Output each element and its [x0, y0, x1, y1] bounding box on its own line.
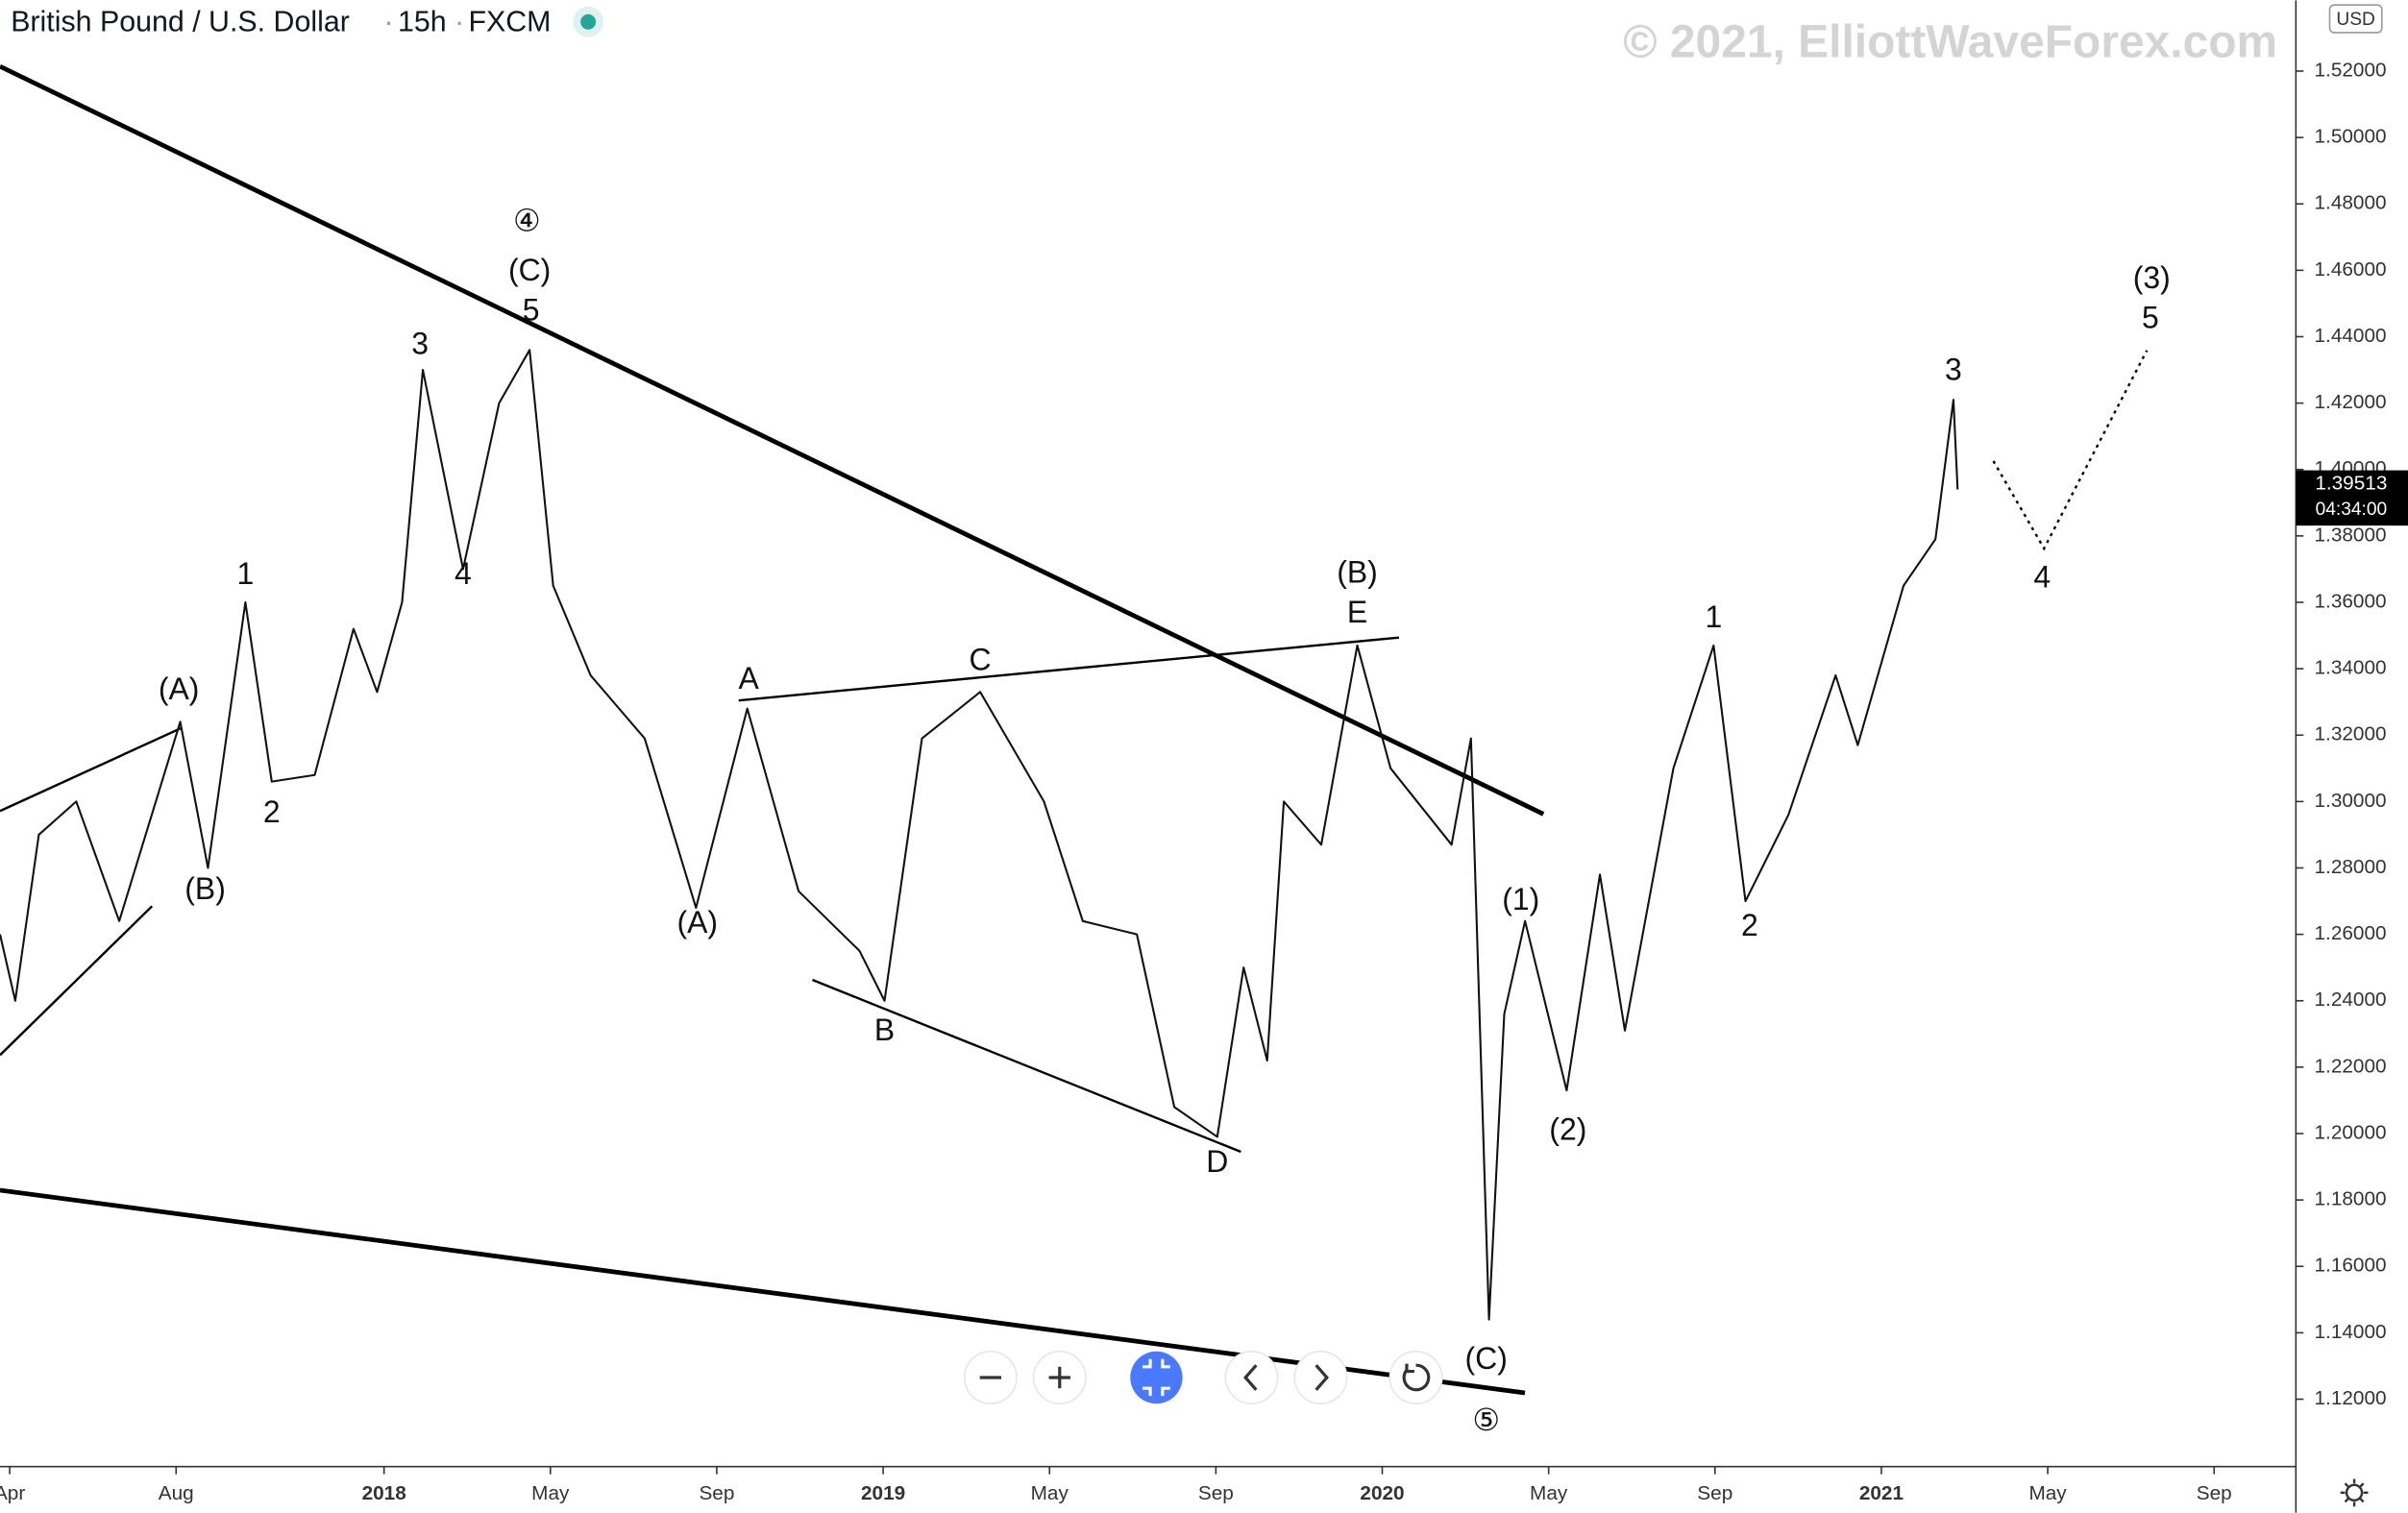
y-tick-label: 1.52000 [2315, 59, 2387, 81]
y-tick-label: 1.34000 [2315, 657, 2387, 679]
wave-label: (C) [1465, 1341, 1508, 1376]
x-tick-label: 2020 [1360, 1482, 1404, 1504]
y-tick-label: 1.14000 [2315, 1321, 2387, 1343]
wave-label: B [874, 1013, 895, 1047]
wave-label: (2) [1549, 1112, 1586, 1147]
zoom-out-button[interactable] [963, 1351, 1018, 1404]
interval: 15h [398, 6, 447, 37]
reset-button[interactable] [1388, 1351, 1443, 1404]
wave-label: (A) [676, 905, 718, 940]
scroll-left-button[interactable] [1224, 1351, 1279, 1404]
projection [1992, 350, 2149, 551]
wave-label: 3 [411, 327, 429, 361]
wave-label: (B) [184, 871, 226, 906]
toolbar [963, 1351, 1443, 1404]
wave-label: 2 [1741, 908, 1758, 942]
separator: · [384, 6, 394, 37]
currency-box[interactable] [2328, 4, 2383, 34]
wave-label: 2 [263, 794, 281, 829]
axes: 1.12000 1.14000 1.16000 1.18000 1.20000 1.220… [0, 59, 2387, 1503]
last-price: 1.39513 [2315, 472, 2387, 494]
x-tick-label: Sep [699, 1482, 734, 1504]
trend-line [0, 726, 183, 813]
trend-line [738, 636, 1400, 702]
separator: · [455, 6, 464, 37]
countdown: 04:34:00 [2316, 500, 2388, 520]
x-tick-label: Sep [1697, 1482, 1732, 1504]
zoom-in-button[interactable] [1032, 1351, 1087, 1404]
wave-label: 4 [455, 556, 472, 591]
wave-label: 1 [1705, 599, 1722, 634]
y-tick-label: 1.22000 [2315, 1055, 2387, 1077]
y-tick-label: 1.28000 [2315, 856, 2387, 878]
wave-label: (C) [508, 253, 551, 287]
scroll-right-button[interactable] [1293, 1351, 1348, 1404]
y-tick-label: 1.12000 [2315, 1387, 2387, 1409]
wave-label: (A) [159, 671, 200, 706]
wave-label: ④ [513, 204, 541, 238]
trend-line [0, 905, 154, 1057]
y-tick-label: 1.38000 [2315, 524, 2387, 546]
wave-label: A [738, 661, 759, 695]
plot: ④ (C) 5 3 4 1 2 (A) (B) (A) A B C D (B) E (C) ⑤ (1) (2) 1 2 3 4… [0, 204, 2171, 1437]
x-tick-label: 2021 [1859, 1482, 1904, 1504]
y-tick-label: 1.24000 [2315, 988, 2387, 1011]
x-tick-label: May [1031, 1482, 1069, 1504]
x-tick-label: Aug [159, 1482, 194, 1504]
trend-line [0, 63, 1545, 817]
currency: USD [2336, 10, 2374, 30]
header-bg [0, 0, 615, 47]
y-tick-label: 1.46000 [2315, 258, 2387, 281]
wave-label: 1 [236, 556, 254, 591]
x-tick-label: Apr [0, 1482, 25, 1504]
wave-label: C [970, 643, 992, 677]
watermark: © 2021, ElliottWaveForex.com [1623, 16, 2277, 67]
wave-label: 3 [1945, 353, 1962, 387]
wave-label: ⑤ [1472, 1403, 1500, 1437]
x-tick-label: Sep [1198, 1482, 1234, 1504]
y-tick-label: 1.16000 [2315, 1255, 2387, 1277]
x-tick-label: May [531, 1482, 570, 1504]
reset-zoom-button[interactable] [1130, 1351, 1183, 1404]
y-tick-label: 1.18000 [2315, 1188, 2387, 1210]
x-tick-label: May [1530, 1482, 1568, 1504]
y-tick-label: 1.48000 [2315, 192, 2387, 214]
wave-label: 5 [2142, 300, 2159, 334]
status-dot[interactable] [580, 13, 597, 30]
y-tick-label: 1.50000 [2315, 126, 2387, 148]
y-tick-label: 1.32000 [2315, 723, 2387, 745]
price-tag: 1.39513 04:34:00 [2296, 470, 2408, 526]
trend-line [812, 978, 1241, 1154]
y-tick-label: 1.42000 [2315, 391, 2387, 413]
wave-label: D [1206, 1144, 1228, 1179]
y-tick-label: 1.44000 [2315, 325, 2387, 347]
wave-label: (B) [1337, 555, 1378, 590]
settings-button[interactable] [2340, 1478, 2369, 1507]
x-tick-label: May [2028, 1482, 2067, 1504]
wave-label: 4 [2033, 560, 2051, 595]
y-tick-label: 1.26000 [2315, 922, 2387, 944]
price-line [0, 349, 1959, 1321]
y-tick-label: 1.30000 [2315, 790, 2387, 812]
wave-label: (3) [2133, 260, 2171, 295]
wave-label: E [1347, 595, 1367, 629]
y-tick-label: 1.20000 [2315, 1121, 2387, 1143]
wave-label: (1) [1502, 882, 1539, 916]
x-tick-label: 2019 [861, 1482, 905, 1504]
wave-label: 5 [523, 292, 540, 327]
x-tick-label: Sep [2197, 1482, 2232, 1504]
price-tag-box [2296, 470, 2408, 526]
symbol: British Pound / U.S. Dollar [11, 6, 350, 37]
y-tick-label: 1.36000 [2315, 590, 2387, 612]
source: FXCM [468, 6, 551, 37]
x-tick-label: 2018 [362, 1482, 406, 1504]
